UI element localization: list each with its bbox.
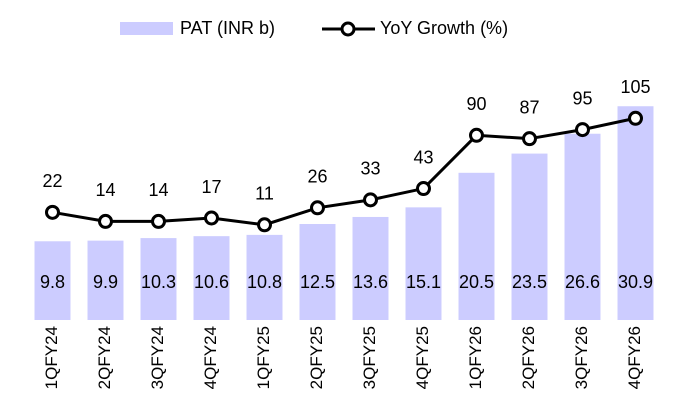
line-value-label: 26 (307, 167, 327, 187)
x-tick-label: 3QFY24 (148, 326, 167, 389)
x-tick-label: 4QFY26 (625, 326, 644, 389)
bar (405, 207, 442, 320)
line-value-label: 22 (42, 171, 62, 191)
bar-value-label: 23.5 (512, 272, 547, 292)
x-tick-label: 3QFY26 (572, 326, 591, 389)
bar-value-label: 30.9 (618, 272, 653, 292)
line-marker (45, 204, 60, 220)
bar-value-label: 10.6 (194, 272, 229, 292)
line-marker (628, 110, 643, 126)
line-marker (310, 200, 325, 216)
x-tick-label: 1QFY25 (254, 326, 273, 389)
legend-swatch (120, 22, 173, 35)
bar-value-label: 9.8 (40, 272, 65, 292)
bar (458, 172, 495, 320)
bar (87, 240, 124, 320)
line-marker (204, 210, 219, 226)
line-value-label: 14 (148, 180, 168, 200)
bar (617, 106, 654, 321)
bar-value-label: 12.5 (300, 272, 335, 292)
bar-value-label: 9.9 (93, 272, 118, 292)
line-marker (416, 181, 431, 197)
x-tick-label: 4QFY24 (201, 326, 220, 389)
line-marker (98, 213, 113, 229)
bar (564, 133, 601, 320)
line-value-label: 11 (255, 184, 274, 204)
x-tick-label: 2QFY24 (95, 326, 114, 389)
bar (511, 153, 548, 320)
bar-value-label: 10.3 (141, 272, 176, 292)
line-marker (575, 122, 590, 138)
line-value-label: 87 (519, 97, 539, 117)
x-tick-label: 1QFY24 (42, 326, 61, 389)
bar (246, 234, 283, 320)
bar-value-label: 15.1 (406, 272, 441, 292)
line-value-label: 43 (413, 147, 433, 167)
bar (193, 236, 230, 320)
bar (299, 224, 336, 320)
bar-value-label: 20.5 (459, 272, 494, 292)
line-value-label: 17 (201, 177, 221, 197)
x-tick-label: 2QFY25 (307, 326, 326, 389)
x-tick-label: 4QFY25 (413, 326, 432, 389)
bar-value-label: 26.6 (565, 272, 600, 292)
bar-value-label: 10.8 (247, 272, 282, 292)
line-marker (257, 217, 272, 233)
x-tick-label: 1QFY26 (466, 326, 485, 389)
bar (34, 241, 71, 320)
line-marker (522, 131, 537, 147)
line-value-label: 14 (95, 180, 115, 200)
line-marker (363, 192, 378, 208)
x-tick-label: 3QFY25 (360, 326, 379, 389)
x-tick-label: 2QFY26 (519, 326, 538, 389)
legend-label: YoY Growth (%) (380, 18, 508, 38)
line-value-label: 105 (620, 77, 650, 97)
line (52, 116, 636, 227)
legend-label: PAT (INR b) (180, 18, 275, 38)
line-value-label: 90 (466, 94, 486, 114)
bar (140, 238, 177, 320)
bar (352, 216, 389, 320)
line-value-label: 95 (572, 88, 592, 108)
bar-value-label: 13.6 (353, 272, 388, 292)
line-marker (151, 213, 166, 229)
legend-marker (340, 21, 356, 37)
line-marker (469, 127, 484, 143)
line-value-label: 33 (360, 159, 380, 179)
